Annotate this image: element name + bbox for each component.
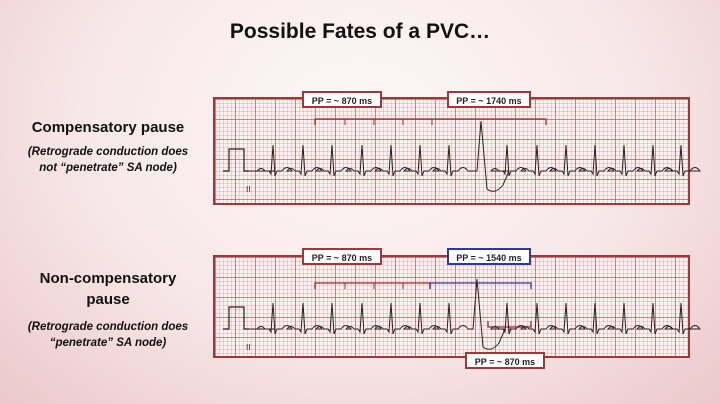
page-title: Possible Fates of a PVC… (229, 20, 491, 43)
ecg-waveform (255, 278, 701, 350)
non-compensatory-heading-line1: Non-compensatory (39, 270, 177, 287)
pp-bracket-870 (314, 282, 431, 289)
lead-label: II (246, 343, 250, 352)
compensatory-note-line2: not “penetrate” SA node) (39, 162, 177, 174)
lead-label: II (246, 185, 250, 194)
calibration-pulse (223, 306, 249, 330)
ecg-trace-non-compensatory: II (223, 278, 701, 352)
non-compensatory-note-line2: “penetrate” SA node) (49, 337, 167, 349)
pp-interval-box: PP = ~ 1540 ms (447, 248, 531, 265)
pp-interval-box: PP = ~ 870 ms (302, 91, 382, 108)
compensatory-pause-heading: Compensatory pause (31, 119, 185, 136)
ecg-waveform (255, 120, 701, 192)
pp-interval-box: PP = ~ 870 ms (302, 248, 382, 265)
pp-bracket-1540 (429, 282, 532, 289)
pp-bracket-ticks (344, 119, 433, 125)
pp-interval-box: PP = ~ 1740 ms (447, 91, 531, 108)
pp-bracket-ticks (344, 283, 404, 289)
ecg-strip-non-compensatory: II (213, 255, 701, 358)
pp-interval-box: PP = ~ 870 ms (465, 352, 545, 369)
non-compensatory-note-line1: (Retrograde conduction does (27, 321, 189, 333)
ecg-trace-compensatory: II (223, 118, 701, 194)
ecg-strip-compensatory: II (213, 97, 701, 205)
non-compensatory-heading-line2: pause (86, 291, 130, 308)
compensatory-note-line1: (Retrograde conduction does (27, 146, 189, 158)
calibration-pulse (223, 148, 249, 172)
pp-bracket-870 (314, 118, 547, 125)
